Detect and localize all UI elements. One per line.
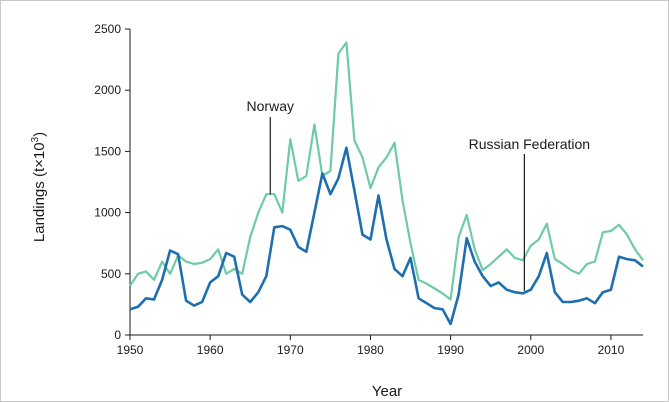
y-tick-label: 0 <box>114 328 121 342</box>
y-axis-title: Landings (t×103) <box>30 132 48 242</box>
y-axis-title-superscript: 3 <box>30 136 41 142</box>
series-line-russian-federation <box>129 146 644 326</box>
y-axis-title-main: Landings (t×10 <box>31 142 48 242</box>
norway-label: Norway <box>247 98 294 114</box>
y-tick-label: 1500 <box>94 144 121 158</box>
x-tick-label: 1990 <box>437 343 464 357</box>
x-tick-label: 1970 <box>277 343 304 357</box>
y-tick-label: 2000 <box>94 83 121 97</box>
y-axis-title-suffix: ) <box>31 132 48 137</box>
x-tick-label: 1980 <box>357 343 384 357</box>
x-tick-label: 2010 <box>598 343 625 357</box>
x-tick-label: 1950 <box>117 343 144 357</box>
y-tick-label: 2500 <box>94 22 121 36</box>
x-axis-title: Year <box>372 383 402 400</box>
x-tick-label: 2000 <box>517 343 544 357</box>
series-lines <box>129 41 644 326</box>
y-tick-label: 1000 <box>94 206 121 220</box>
series-line-norway <box>129 41 644 301</box>
annotations: Norway Russian Federation <box>247 98 590 291</box>
russian-federation-label: Russian Federation <box>469 136 590 152</box>
x-tick-label: 1960 <box>197 343 224 357</box>
y-tick-label: 500 <box>101 267 121 281</box>
axes: 0 500 1000 1500 2000 2500 1950 1960 1970 1980 1990… <box>94 22 643 357</box>
